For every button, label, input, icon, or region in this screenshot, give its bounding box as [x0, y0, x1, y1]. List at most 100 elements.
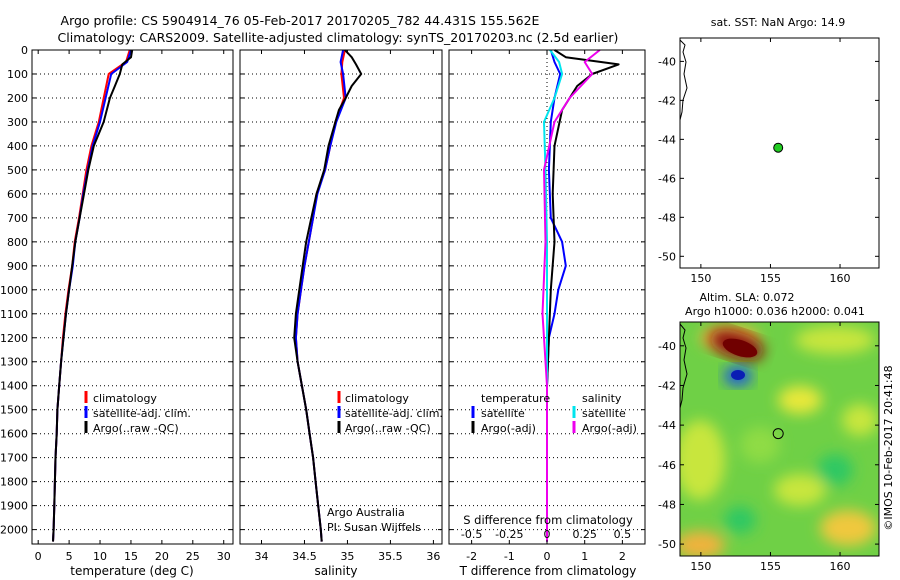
difference-panel: -2 -1 0 1 2 -0.5 -0.25 0 0.25 0.5 S difference f…: [448, 49, 646, 578]
series-line-argo-raw-qc-: [293, 49, 363, 542]
sla-map-title-line2: Argo h1000: 0.036 h2000: 0.041: [685, 305, 865, 318]
difference-gridlines: [449, 49, 645, 531]
x-tick-label: 25: [186, 550, 200, 563]
credit-pi: PI: Susan Wijffels: [327, 521, 421, 534]
temperature-series: [52, 49, 134, 542]
temperature-axis-label: temperature (deg C): [70, 564, 193, 578]
legend-group-salinity: salinity: [582, 392, 622, 405]
depth-tick-label: 1500: [0, 404, 28, 417]
map-y-tick-label: -46: [658, 459, 676, 472]
series-line-argo-raw-qc-: [52, 49, 134, 542]
sst-map-frame: [679, 37, 880, 269]
x-tick-label: 34.5: [292, 550, 317, 563]
map-y-tick-label: -48: [658, 498, 676, 511]
sla-map-ticks: 150 155 160 -40 -42 -44 -46 -48 -50: [658, 322, 879, 573]
figure-title-line2: Climatology: CARS2009. Satellite-adjuste…: [58, 30, 619, 45]
depth-tick-label: 800: [7, 236, 28, 249]
map-x-tick-label: 150: [690, 560, 711, 573]
sst-map-ticks: 150 155 160 -40 -42 -44 -46 -48 -50: [658, 38, 879, 285]
x-tick-label: 34: [254, 550, 268, 563]
difference-x-ticks: -2 -1 0 1 2: [466, 50, 626, 563]
depth-tick-label: 2000: [0, 524, 28, 537]
legend-label-s-satellite: satellite: [582, 407, 626, 420]
legend-label-argo: Argo(..raw -QC): [345, 422, 431, 435]
difference-legend: temperature satellite Argo(-adj) salinit…: [471, 392, 637, 435]
argo-float-marker: [772, 428, 784, 440]
x-tick-label: 0: [544, 550, 551, 563]
map-y-tick-label: -42: [658, 94, 676, 107]
x-tick-label: 1: [581, 550, 588, 563]
depth-tick-label: 1800: [0, 476, 28, 489]
legend-label-t-satellite: satellite: [481, 407, 525, 420]
map-y-tick-label: -40: [658, 55, 676, 68]
series-line-satellite: [543, 49, 564, 542]
depth-tick-label: 100: [7, 68, 28, 81]
x-tick-label: 2: [619, 550, 626, 563]
x-tick-label: 35: [340, 550, 354, 563]
map-x-tick-label: 160: [830, 272, 851, 285]
salinity-panel: 34 34.5 35 35.5 36 salinity climatology sate…: [239, 49, 443, 578]
x-tick-label: -1: [504, 550, 515, 563]
x-tick-label: 0: [35, 550, 42, 563]
legend-group-temperature: temperature: [481, 392, 550, 405]
legend-label-climatology: climatology: [345, 392, 409, 405]
top-scale-tick-label: 0.25: [572, 528, 597, 541]
map-y-tick-label: -44: [658, 133, 676, 146]
x-tick-label: 20: [155, 550, 169, 563]
top-scale-tick-label: 0: [544, 528, 551, 541]
top-scale-tick-label: -0.5: [461, 528, 482, 541]
legend-label-t-argo: Argo(-adj): [481, 422, 536, 435]
map-x-tick-label: 155: [760, 560, 781, 573]
salinity-axes-frame: [239, 49, 443, 545]
series-line-satellite-adj-clim-: [52, 49, 132, 542]
series-line-climatology: [294, 49, 346, 542]
map-y-tick-label: -46: [658, 172, 676, 185]
map-y-tick-label: -48: [658, 211, 676, 224]
depth-tick-label: 1400: [0, 380, 28, 393]
sst-map-panel: sat. SST: NaN Argo: 14.9 150 155 160 -40 -42…: [658, 16, 880, 285]
series-line-climatology: [52, 49, 131, 542]
temperature-panel: 0100200300400500600700800900100011001200…: [0, 44, 234, 578]
depth-tick-label: 1900: [0, 500, 28, 513]
top-scale-tick-label: -0.25: [495, 528, 523, 541]
x-tick-label: 36: [426, 550, 440, 563]
credit-org: Argo Australia: [327, 506, 405, 519]
series-line-satellite-adj-clim-: [294, 49, 347, 542]
temperature-legend: climatology satellite-adj. clim. Argo(..…: [84, 391, 191, 435]
depth-tick-label: 1700: [0, 452, 28, 465]
temperature-x-ticks: 0 5 10 15 20 25 30: [35, 50, 231, 563]
temperature-axes-frame: [31, 49, 234, 545]
argo-float-marker: [773, 142, 784, 153]
depth-tick-label: 300: [7, 116, 28, 129]
depth-tick-label: 1300: [0, 356, 28, 369]
legend-label-climatology: climatology: [93, 392, 157, 405]
depth-tick-label: 0: [21, 44, 28, 57]
map-x-tick-label: 150: [690, 272, 711, 285]
temperature-gridlines: [32, 49, 233, 531]
legend-label-satellite: satellite-adj. clim.: [345, 407, 443, 420]
map-y-tick-label: -50: [658, 538, 676, 551]
depth-tick-label: 200: [7, 92, 28, 105]
figure-title-line1: Argo profile: CS 5904914_76 05-Feb-2017 …: [61, 13, 540, 28]
depth-tick-label: 500: [7, 164, 28, 177]
salinity-axis-label: salinity: [314, 564, 357, 578]
coastline: [679, 323, 688, 409]
map-y-tick-label: -42: [658, 379, 676, 392]
depth-tick-label: 1000: [0, 284, 28, 297]
depth-tick-label: 900: [7, 260, 28, 273]
x-tick-label: 30: [217, 550, 231, 563]
map-y-tick-label: -44: [658, 419, 676, 432]
sla-map-title-line1: Altim. SLA: 0.072: [699, 291, 794, 304]
map-y-tick-label: -50: [658, 250, 676, 263]
depth-tick-label: 1600: [0, 428, 28, 441]
series-line-argo-adj-: [546, 49, 620, 542]
salinity-legend: climatology satellite-adj. clim. Argo(..…: [337, 391, 443, 435]
salinity-x-ticks: 34 34.5 35 35.5 36: [254, 50, 440, 563]
temperature-difference-axis-label: T difference from climatology: [459, 564, 637, 578]
map-x-tick-label: 155: [760, 272, 781, 285]
depth-tick-labels: 0 100 200 300 400 500 600 700 800 900 1000 1100 1200…: [0, 44, 28, 537]
salinity-difference-axis-label: S difference from climatology: [463, 513, 633, 527]
x-tick-label: 5: [66, 550, 73, 563]
difference-series: [541, 49, 620, 542]
sla-map-panel: Altim. SLA: 0.072 Argo h1000: 0.036 h200…: [658, 291, 880, 573]
